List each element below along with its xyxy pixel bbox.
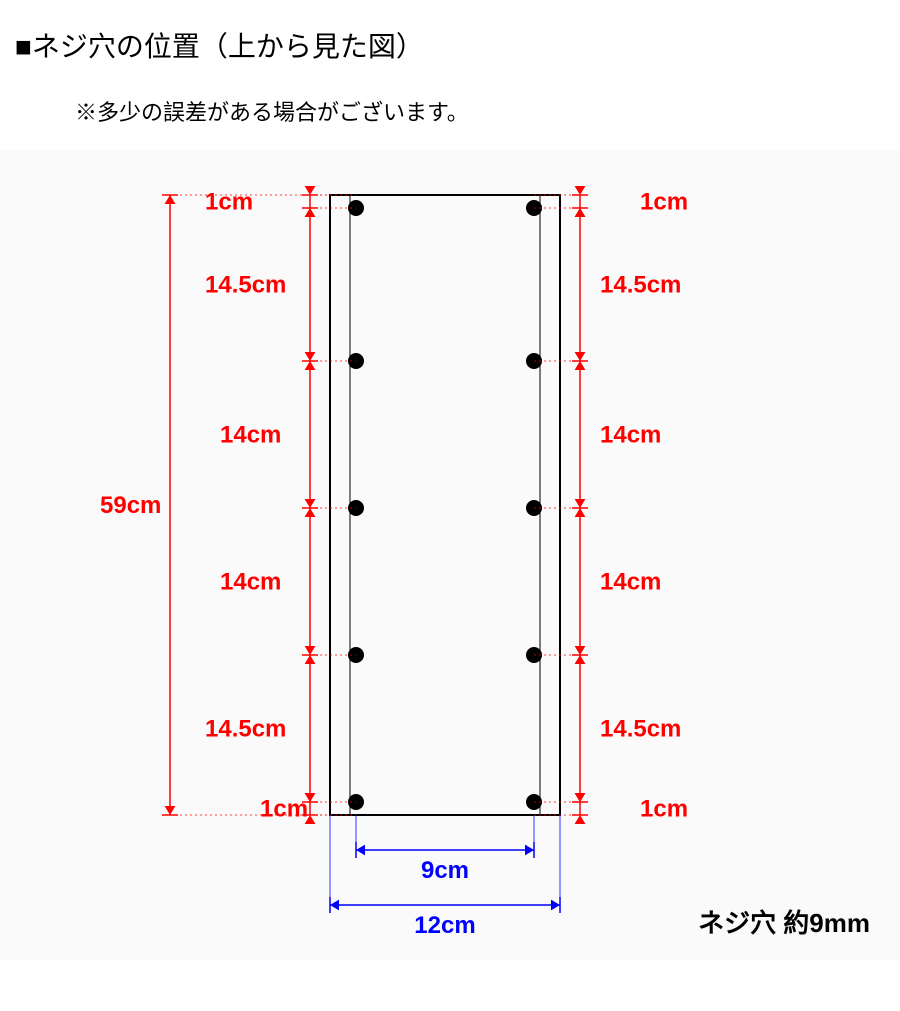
svg-text:14.5cm: 14.5cm [205, 272, 286, 299]
svg-text:1cm: 1cm [640, 796, 688, 823]
svg-text:59cm: 59cm [100, 492, 161, 519]
svg-text:14cm: 14cm [600, 422, 661, 449]
svg-text:14cm: 14cm [600, 569, 661, 596]
svg-text:14cm: 14cm [220, 422, 281, 449]
svg-text:14.5cm: 14.5cm [600, 272, 681, 299]
technical-diagram: 59cm 1cm 14.5cm 14cm 14cm 14.5cm 1cm 1cm 14.5cm 1… [0, 150, 900, 960]
svg-text:12cm: 12cm [414, 912, 475, 939]
page-title: ■ネジ穴の位置（上から見た図） [15, 25, 900, 65]
svg-text:14cm: 14cm [220, 569, 281, 596]
svg-text:1cm: 1cm [260, 796, 308, 823]
page-subtitle: ※多少の誤差がある場合がございます。 [75, 95, 900, 127]
svg-text:14.5cm: 14.5cm [205, 716, 286, 743]
diagram-container: 59cm 1cm 14.5cm 14cm 14cm 14.5cm 1cm 1cm 14.5cm 1… [0, 150, 900, 960]
svg-text:1cm: 1cm [205, 189, 253, 216]
footer-note: ネジ穴 約9mm [698, 903, 870, 940]
svg-text:14.5cm: 14.5cm [600, 716, 681, 743]
svg-text:1cm: 1cm [640, 189, 688, 216]
svg-text:9cm: 9cm [421, 857, 469, 884]
